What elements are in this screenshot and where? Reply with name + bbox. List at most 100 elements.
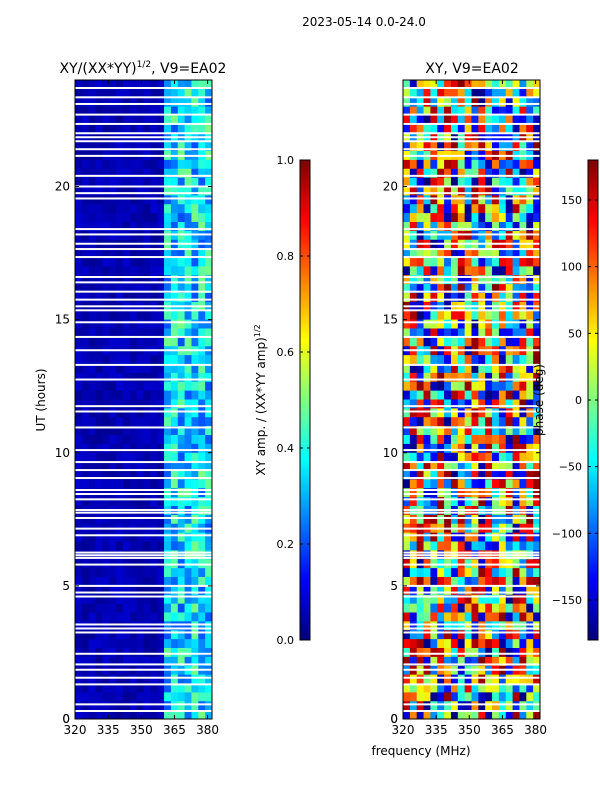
heatmap-cell	[184, 621, 192, 631]
heatmap-cell	[164, 213, 172, 223]
heatmap-cell	[81, 585, 90, 596]
y-tick-label: 10	[55, 446, 70, 460]
heatmap-cell	[430, 328, 438, 338]
heatmap-cell	[409, 390, 418, 400]
heatmap-cell	[198, 257, 206, 267]
heatmap-cell	[102, 222, 110, 232]
heatmap-cell	[170, 328, 179, 338]
heatmap-cell	[512, 701, 520, 711]
heatmap-cell	[416, 195, 424, 205]
heatmap-cell	[95, 293, 103, 303]
heatmap-cell	[184, 328, 192, 338]
heatmap-cell	[416, 461, 424, 471]
heatmap-cell	[478, 585, 486, 596]
heatmap-cell	[191, 488, 199, 498]
heatmap-cell	[88, 577, 96, 587]
heatmap-cell	[150, 568, 158, 578]
heatmap-cell	[129, 612, 138, 622]
heatmap-cell	[198, 426, 206, 436]
heatmap-cell	[205, 230, 213, 241]
heatmap-cell	[444, 310, 452, 321]
heatmap-cell	[430, 106, 438, 116]
flagged-gap	[75, 534, 212, 537]
heatmap-cell	[512, 399, 520, 409]
heatmap-cell	[191, 541, 199, 551]
heatmap-cell	[437, 257, 445, 267]
heatmap-cell	[498, 293, 507, 303]
heatmap-cell	[423, 692, 431, 702]
heatmap-cell	[191, 656, 199, 667]
heatmap-cell	[102, 656, 110, 667]
heatmap-cell	[143, 88, 151, 99]
heatmap-cell	[81, 603, 90, 613]
heatmap-cell	[150, 222, 158, 232]
heatmap-cell	[191, 222, 199, 232]
heatmap-cell	[403, 177, 411, 187]
heatmap-cell	[526, 710, 534, 720]
heatmap-cell	[164, 97, 172, 108]
heatmap-cell	[136, 97, 144, 108]
heatmap-cell	[526, 115, 534, 125]
heatmap-cell	[129, 222, 138, 232]
heatmap-cell	[102, 621, 110, 631]
heatmap-cell	[102, 177, 110, 187]
heatmap-cell	[533, 674, 541, 684]
heatmap-cell	[478, 648, 486, 658]
heatmap-cell	[170, 683, 179, 693]
heatmap-cell	[519, 88, 527, 99]
heatmap-cell	[478, 204, 486, 214]
heatmap-cell	[164, 435, 172, 445]
heatmap-cell	[450, 115, 459, 125]
heatmap-cell	[526, 612, 534, 622]
heatmap-cell	[519, 204, 527, 214]
heatmap-cell	[198, 417, 206, 427]
heatmap-cell	[136, 248, 144, 258]
heatmap-cell	[450, 674, 459, 684]
heatmap-cell	[471, 692, 479, 702]
heatmap-cell	[129, 124, 138, 134]
heatmap-cell	[191, 159, 199, 170]
heatmap-cell	[505, 656, 513, 667]
heatmap-cell	[75, 115, 83, 125]
flagged-gap	[75, 305, 212, 308]
flagged-gap	[403, 551, 540, 554]
flagged-gap	[403, 584, 540, 587]
heatmap-cell	[485, 186, 493, 196]
flagged-gap	[75, 493, 212, 496]
heatmap-cell	[191, 213, 199, 223]
heatmap-cell	[457, 585, 466, 596]
heatmap-cell	[81, 275, 90, 285]
heatmap-cell	[416, 372, 424, 383]
heatmap-cell	[416, 310, 424, 321]
heatmap-cell	[492, 142, 500, 152]
x-tick-label: 320	[64, 723, 87, 737]
heatmap-cell	[485, 692, 493, 702]
flagged-gap	[75, 228, 212, 231]
heatmap-cell	[184, 452, 192, 463]
heatmap-cell	[102, 381, 110, 392]
heatmap-cell	[88, 328, 96, 338]
heatmap-cell	[512, 177, 520, 187]
heatmap-cell	[164, 630, 172, 640]
heatmap-cell	[437, 106, 445, 116]
heatmap-cell	[519, 710, 527, 720]
heatmap-cell	[416, 142, 424, 152]
heatmap-cell	[164, 159, 172, 170]
heatmap-cell	[164, 674, 172, 684]
heatmap-cell	[512, 381, 520, 392]
heatmap-cell	[409, 479, 418, 489]
heatmap-cell	[519, 683, 527, 693]
heatmap-cell	[409, 168, 418, 179]
heatmap-cell	[150, 364, 158, 374]
colorbar-tick-label: −150	[552, 594, 582, 607]
flagged-gap	[75, 461, 212, 464]
heatmap-cell	[457, 381, 466, 392]
heatmap-cell	[471, 577, 479, 587]
heatmap-cell	[471, 213, 479, 223]
heatmap-cell	[109, 124, 117, 134]
heatmap-cell	[430, 204, 438, 214]
heatmap-cell	[533, 568, 541, 578]
heatmap-cell	[143, 621, 151, 631]
heatmap-cell	[157, 568, 165, 578]
